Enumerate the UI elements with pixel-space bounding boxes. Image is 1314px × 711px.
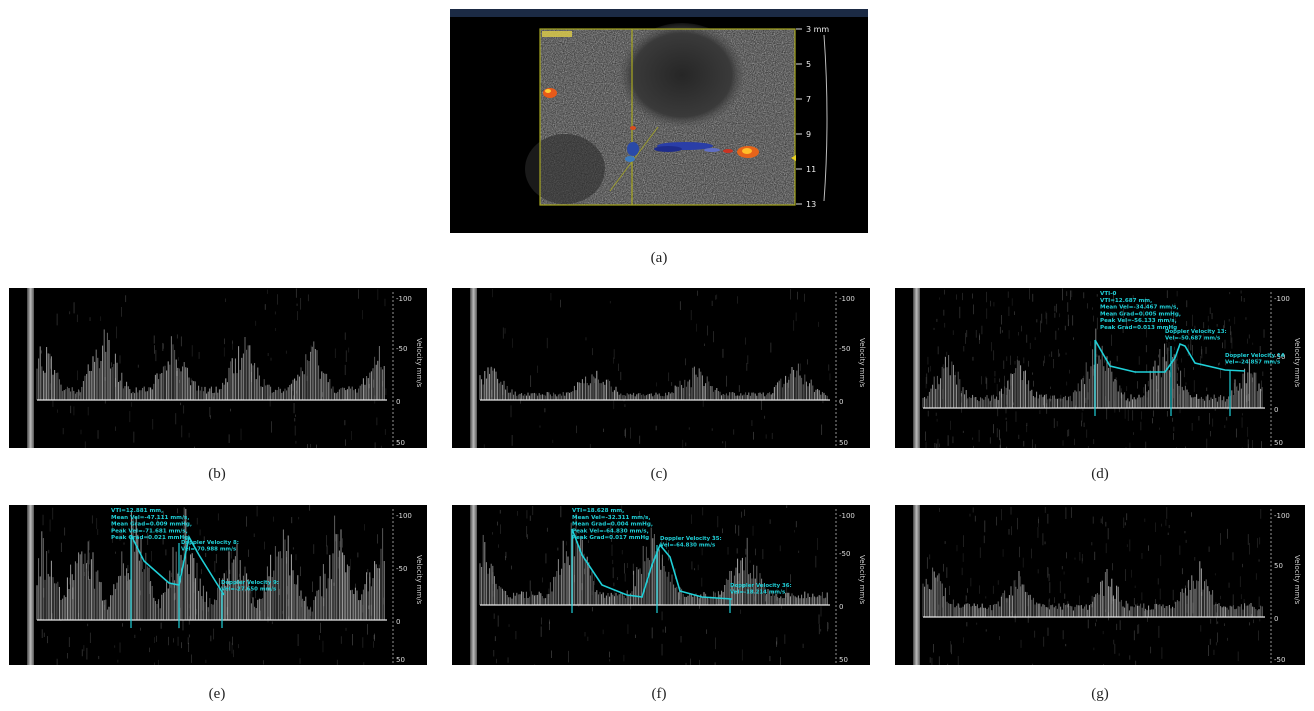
spectrum-svg: -100 -50 0 50 Velocity mm/s: [452, 288, 870, 448]
depth-label: 3 mm: [806, 25, 829, 34]
tick-label: 0: [839, 398, 843, 406]
velocity-spectrum: [922, 328, 1263, 408]
axis-label: Velocity mm/s: [858, 338, 866, 388]
caption-f: (f): [651, 686, 667, 702]
velocity-spectrum: [479, 513, 828, 605]
gain-bar: [913, 505, 920, 665]
axis-label: Velocity mm/s: [858, 555, 866, 605]
measurement-annotation: Doppler Velocity 8: Vel=-70.988 mm/s: [181, 540, 239, 553]
tick-label: -50: [1274, 656, 1285, 664]
dark-region: [525, 134, 605, 204]
axis-label: Velocity mm/s: [415, 338, 423, 388]
tick-label: 0: [839, 603, 843, 611]
tick-label: 0: [396, 398, 400, 406]
tick-label: 50: [396, 656, 405, 664]
velocity-spectrum: [479, 363, 828, 400]
caption-c: (c): [650, 466, 668, 482]
spectrum-svg: -100 -50 0 50 Velocity mm/s: [9, 288, 427, 448]
doppler-spectrum-e: -100 -50 0 50 Velocity mm/s VTI=12.881 mm, Mea…: [9, 505, 427, 665]
gain-bar: [27, 505, 34, 665]
color-flow: [543, 88, 759, 162]
velocity-spectrum: [36, 507, 385, 620]
caption-g: (g): [1091, 686, 1109, 702]
spectrum-svg: -100 50 0 -50 Velocity mm/s: [895, 505, 1305, 665]
depth-label: 13: [806, 200, 816, 209]
depth-label: 7: [806, 95, 811, 104]
axis-label: Velocity mm/s: [1293, 338, 1301, 388]
sample-box: [539, 28, 796, 206]
tick-label: 50: [839, 656, 848, 664]
measurement-trace: [130, 534, 225, 596]
axis-label: Velocity mm/s: [1293, 555, 1301, 605]
caption-a: (a): [650, 250, 668, 266]
tick-label: -100: [1274, 512, 1290, 520]
caption-b: (b): [208, 466, 226, 482]
gain-bar: [470, 505, 477, 665]
velocity-spectrum: [922, 561, 1263, 617]
focus-marker: [791, 155, 796, 161]
depth-labels: 3 mm 5 7 9 11 13: [806, 25, 829, 209]
axis-label: Velocity mm/s: [415, 555, 423, 605]
caption-e: (e): [208, 686, 226, 702]
noise: [492, 505, 829, 665]
top-bar: [450, 9, 868, 17]
tick-label: -50: [396, 565, 407, 573]
tick-label: -50: [839, 345, 850, 353]
tick-label: 50: [839, 439, 848, 447]
depth-label: 9: [806, 130, 811, 139]
depth-label: 11: [806, 165, 816, 174]
measurement-annotation: Doppler Velocity 9: Vel=-27.650 mm/s: [221, 580, 279, 593]
depth-scale: [796, 28, 828, 205]
measurement-annotation: Doppler Velocity 35: Vel=-64.830 mm/s: [660, 536, 722, 549]
tick-label: 50: [396, 439, 405, 447]
tick-label: 50: [1274, 439, 1283, 447]
measurement-trace: [571, 528, 733, 600]
ultrasound-bmode-image: 3 mm 5 7 9 11 13: [450, 9, 868, 233]
doppler-spectrum-b: -100 -50 0 50 Velocity mm/s: [9, 288, 427, 448]
spectrum-svg: -100 -50 0 50 Velocity mm/s VTI=12.881 mm, Mea…: [9, 505, 427, 665]
measurement-annotation: Doppler Velocity 14 Vel=-24.857 mm/s: [1225, 353, 1285, 366]
cyst-region: [620, 23, 744, 127]
spectrum-svg: -100 -50 0 50 Velocity mm/s VTI-0 VTI=12.687 m…: [895, 288, 1305, 448]
gain-bar: [27, 288, 34, 448]
tick-label: 0: [1274, 406, 1278, 414]
measurement-annotation: VTI=12.881 mm, Mean Vel=-47.111 mm/s, Mean…: [111, 508, 192, 541]
tick-label: -100: [396, 512, 412, 520]
tick-label: -50: [1274, 353, 1285, 361]
velocity-spectrum: [36, 329, 385, 400]
tick-label: -100: [839, 512, 855, 520]
bmode-svg: 3 mm 5 7 9 11 13: [450, 9, 868, 233]
gain-bar: [913, 288, 920, 448]
gain-bar: [470, 288, 477, 448]
measurement-annotation: VTI-0 VTI=12.687 mm, Mean Vel=-34.467 mm/s…: [1100, 291, 1181, 331]
spectrum-svg: -100 -50 0 50 Velocity mm/s VTI=18.628 mm, Mea…: [452, 505, 870, 665]
tick-label: 0: [1274, 615, 1278, 623]
label-box: [542, 31, 572, 37]
measurement-annotation: VTI=18.628 mm, Mean Vel=-32.311 mm/s, Mean…: [572, 508, 653, 541]
measurement-trace: [1094, 339, 1246, 373]
measurement-annotation: Doppler Velocity 13: Vel=-50.687 mm/s: [1165, 329, 1227, 342]
measurement-annotation: Doppler Velocity 36: Vel=-18.214 mm/s: [730, 583, 792, 596]
depth-label: 5: [806, 60, 811, 69]
caption-d: (d): [1091, 466, 1109, 482]
tick-label: -50: [839, 550, 850, 558]
doppler-spectrum-c: -100 -50 0 50 Velocity mm/s: [452, 288, 870, 448]
tick-label: 0: [396, 618, 400, 626]
tick-label: 50: [1274, 562, 1283, 570]
tick-label: -100: [396, 295, 412, 303]
doppler-spectrum-f: -100 -50 0 50 Velocity mm/s VTI=18.628 mm, Mea…: [452, 505, 870, 665]
doppler-spectrum-g: -100 50 0 -50 Velocity mm/s: [895, 505, 1305, 665]
noise: [925, 288, 1265, 448]
noise: [41, 288, 387, 448]
tick-label: -100: [839, 295, 855, 303]
doppler-spectrum-d: -100 -50 0 50 Velocity mm/s VTI-0 VTI=12.687 m…: [895, 288, 1305, 448]
tick-label: -100: [1274, 295, 1290, 303]
tick-label: -50: [396, 345, 407, 353]
